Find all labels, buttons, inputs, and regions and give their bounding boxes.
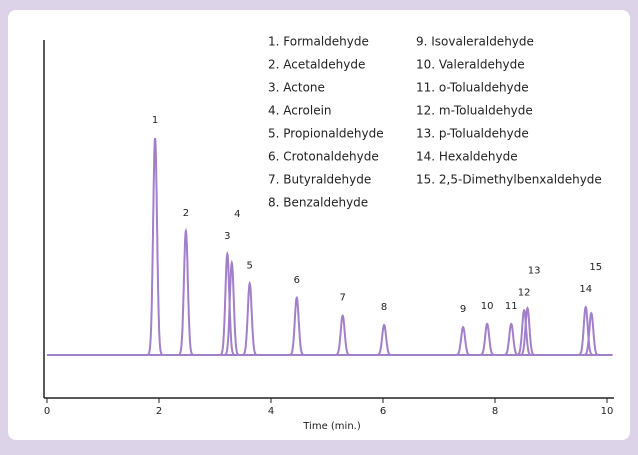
x-tick-label: 8: [492, 406, 498, 417]
peak: [332, 314, 353, 356]
x-tick-label: 0: [44, 406, 50, 417]
peak-label: 15: [589, 262, 602, 273]
peak: [374, 323, 394, 356]
peak-label: 7: [339, 293, 345, 304]
panel: [8, 10, 630, 440]
peak-label: 14: [579, 284, 592, 295]
legend-entry: 6. Crotonaldehyde: [268, 150, 379, 164]
legend-entry: 3. Actone: [268, 81, 325, 95]
legend-entry: 11. o-Tolualdehyde: [416, 81, 529, 95]
peak: [217, 250, 238, 356]
peak: [581, 311, 602, 356]
legend-entry: 4. Acrolein: [268, 104, 332, 118]
legend-entry: 5. Propionaldehyde: [268, 127, 384, 141]
peak-label: 10: [481, 301, 494, 312]
peak: [517, 306, 538, 356]
peak-label: 5: [247, 260, 253, 271]
peak: [287, 295, 307, 356]
peak: [176, 227, 196, 356]
peak: [477, 322, 497, 356]
peak-label: 9: [460, 304, 466, 315]
peak: [453, 325, 473, 356]
x-axis-label: Time (min.): [302, 421, 361, 432]
x-tick-label: 6: [380, 406, 386, 417]
peak-label: 2: [183, 208, 189, 219]
peak: [575, 305, 596, 356]
peak-label: 4: [234, 209, 240, 220]
x-tick-label: 10: [601, 406, 614, 417]
peak-label: 1: [152, 115, 158, 126]
peak: [145, 137, 165, 356]
legend-entry: 2. Acetaldehyde: [268, 58, 365, 72]
peak-label: 13: [528, 265, 541, 276]
x-tick-label: 4: [268, 406, 274, 417]
legend-entry: 13. p-Tolualdehyde: [416, 127, 529, 141]
peak-label: 12: [518, 287, 531, 298]
peak-label: 6: [294, 275, 300, 286]
peak-label: 3: [224, 231, 230, 242]
peak-label: 11: [505, 301, 518, 312]
peak: [514, 308, 534, 356]
peak: [222, 259, 242, 356]
legend-entry: 14. Hexaldehyde: [416, 150, 518, 164]
legend-entry: 15. 2,5-Dimethylbenxaldehyde: [416, 173, 602, 187]
peak: [239, 280, 260, 356]
x-tick-label: 2: [156, 406, 162, 417]
legend-entry: 12. m-Tolualdehyde: [416, 104, 533, 118]
legend-entry: 1. Formaldehyde: [268, 35, 369, 49]
legend-entry: 8. Benzaldehyde: [268, 196, 368, 210]
legend-entry: 9. Isovaleraldehyde: [416, 35, 534, 49]
legend-entry: 10. Valeraldehyde: [416, 58, 525, 72]
legend-entry: 7. Butyraldehyde: [268, 173, 371, 187]
peak-label: 8: [381, 302, 387, 313]
